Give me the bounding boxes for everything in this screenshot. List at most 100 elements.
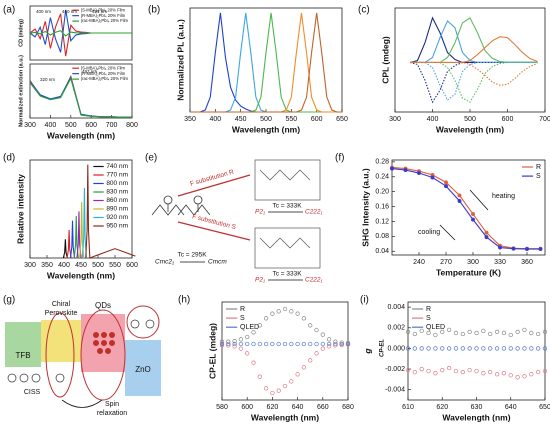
annotation: 491 nm [92,9,107,14]
tc: Tc = 333K [272,271,302,278]
data-point [301,341,307,347]
x-axis-label: Wavelength (nm) [251,412,319,422]
data-point [508,373,513,378]
data-point [525,247,529,251]
x-axis-label: Wavelength (nm) [442,412,510,422]
annotation: 460 nm [62,9,77,14]
data-point [412,331,418,337]
data-point [426,346,431,351]
data-point [238,341,244,347]
data-point [251,360,256,365]
panel-label: (d) [3,153,15,164]
data-point [433,371,438,376]
data-point [484,230,489,235]
x-tick-label: 330 [494,259,506,266]
data-point [457,199,462,203]
data-point [536,369,541,375]
data-point [494,372,500,377]
series-line [190,12,342,113]
arrow [177,221,251,241]
data-point [282,306,288,312]
series-line [409,61,538,104]
legend-label: (rac-MBA)₂PbI₄ 20% Film [81,76,129,81]
data-point [501,346,507,351]
legend-label: 800 nm [106,180,128,187]
data-point [320,332,325,337]
legend-label: S [240,315,245,322]
series-line [29,75,132,118]
x-tick-label: 450 [75,262,87,269]
data-point [529,372,534,377]
legend-label: QLED [426,324,445,331]
data-point [314,351,319,356]
data-point [333,341,338,347]
data-point [226,343,231,348]
data-point [453,346,459,351]
x-tick-label: 650 [336,116,348,123]
data-point [522,346,527,351]
series-line [190,12,342,113]
x-tick-label: 300 [24,122,36,129]
data-point [481,371,486,376]
series-line [410,17,538,64]
annotation: cooling [418,229,440,236]
x-tick-label: 600 [241,404,253,411]
data-point [446,346,452,351]
legend-label: (S-MBA)₂PbI₄ 20% Film [81,7,126,12]
series-line [190,12,342,113]
data-point [301,316,307,321]
data-point [515,346,520,351]
data-point [314,341,319,347]
y-tick-label: 0.002 [387,325,405,332]
data-point [232,344,237,349]
data-point [440,367,445,373]
x-tick-label: 660 [317,404,329,411]
x-tick-label: 610 [402,404,414,411]
x-axis-label: Wavelength (nm) [47,130,115,140]
plot-frame [391,159,546,256]
data-point [542,346,548,351]
y-tick-label: 0.004 [387,304,405,311]
tfb: TFB [15,351,30,360]
x-tick-label: 640 [505,404,517,411]
data-point [484,235,489,240]
x-tick-label: 400 [427,116,439,123]
data-point [320,341,325,347]
data-point [251,330,256,335]
panel-label: (e) [145,153,157,164]
y-axis-label-sub: CP-EL [380,339,386,357]
legend-label: (S-MBA)₂PbI₄ 20% Film [81,65,126,70]
series-line [410,61,538,101]
data-point [536,331,541,337]
series-line [81,187,87,259]
y-tick-label: 0.04 [375,248,389,255]
data-point [440,346,445,351]
legend-label: R [426,306,431,313]
series-line [410,61,538,86]
data-point [515,375,520,380]
spin: Spin [105,401,119,408]
data-point [405,367,411,373]
x-tick-label: 500 [92,262,104,269]
data-point [232,339,237,344]
data-point [433,346,438,351]
data-point [467,346,472,351]
x-tick-label: 400 [45,122,57,129]
data-point [257,374,262,379]
data-point [333,343,338,348]
y-axis-label: SHG Intensity (a.u.) [360,168,370,247]
spins [7,319,155,383]
data-point [542,329,548,335]
data-point [426,368,431,374]
x-tick-label: 600 [502,116,514,123]
data-point [494,329,500,335]
data-point [326,341,332,347]
series-line [66,229,72,259]
perovskite: Perovskite [45,310,78,317]
legend-label: 830 nm [106,189,128,196]
annotation: 497 nm [82,69,97,74]
data-point [345,341,351,347]
x-tick-label: 700 [539,116,550,123]
x-tick-label: 600 [126,262,138,269]
data-point [538,247,543,251]
